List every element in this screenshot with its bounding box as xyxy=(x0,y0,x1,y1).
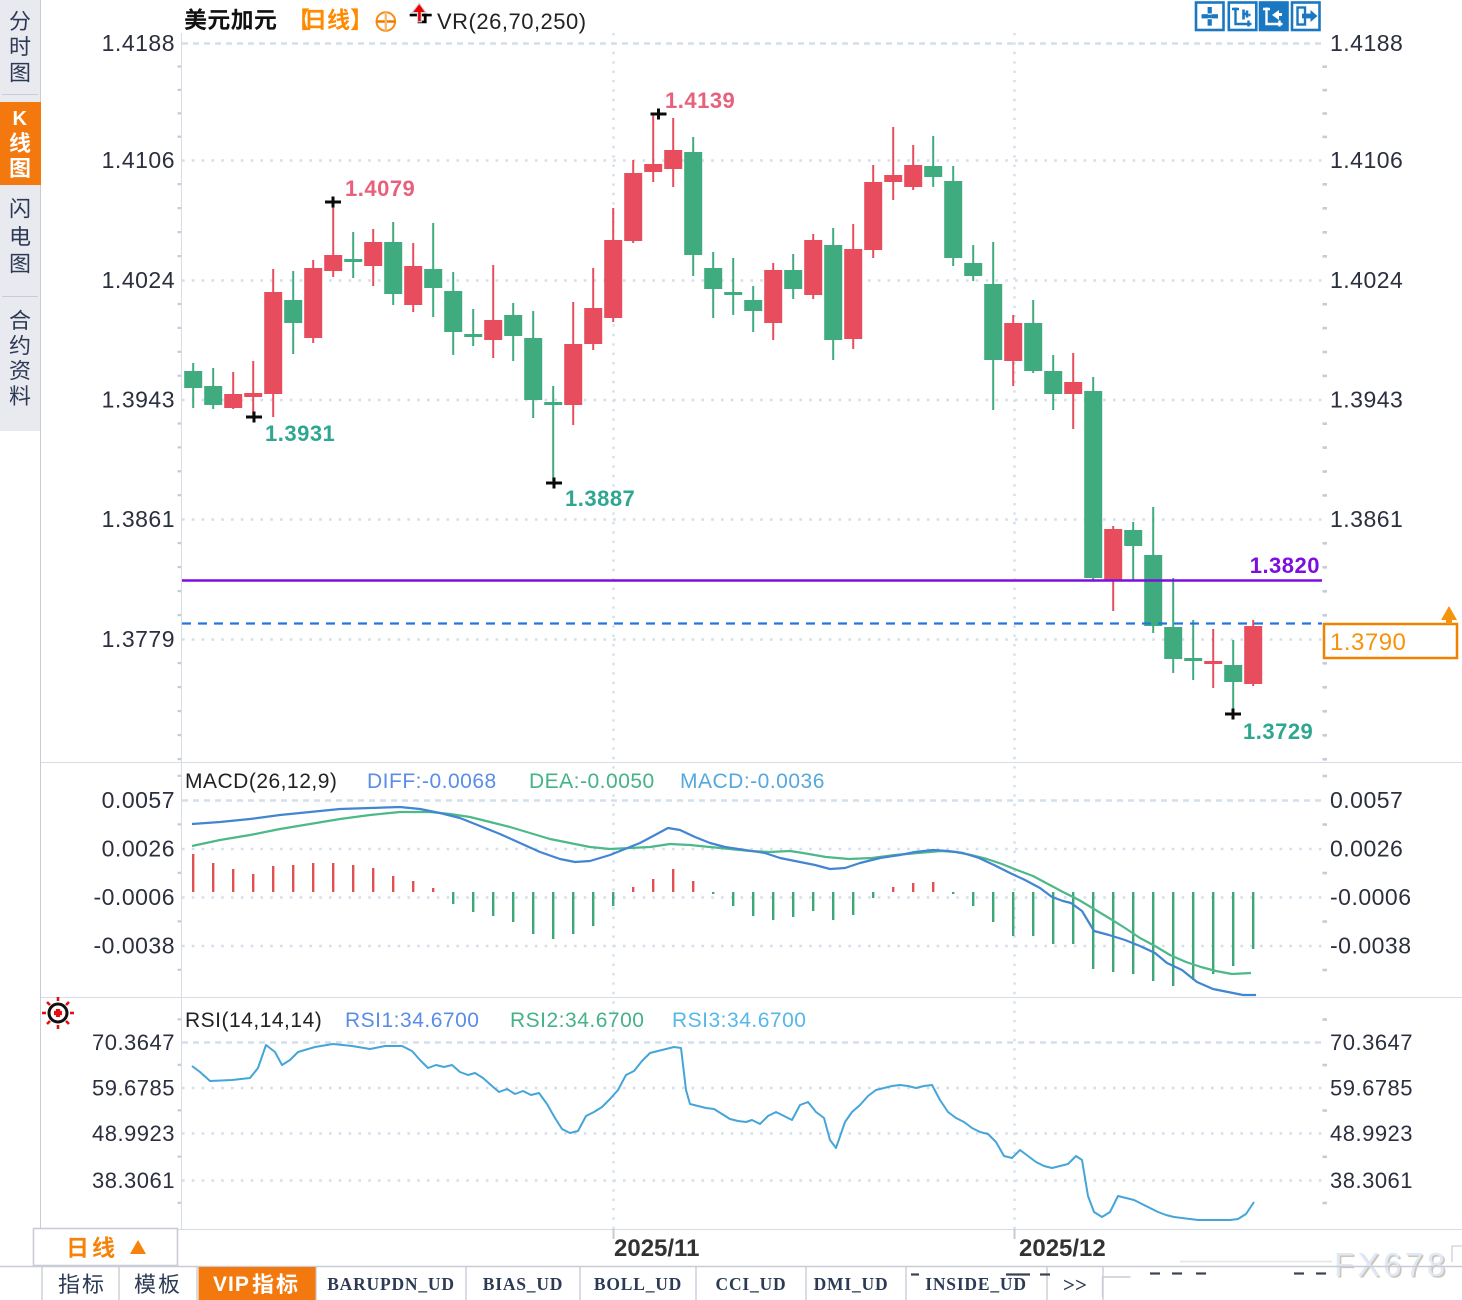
svg-text:DMI_UD: DMI_UD xyxy=(814,1274,889,1294)
svg-text:0.0057: 0.0057 xyxy=(102,787,175,813)
svg-text:INSIDE_UD: INSIDE_UD xyxy=(925,1274,1027,1294)
svg-text:1.4139: 1.4139 xyxy=(665,88,735,113)
svg-text:1.3931: 1.3931 xyxy=(265,421,335,446)
svg-text:MACD:-0.0036: MACD:-0.0036 xyxy=(680,770,825,793)
svg-text:1.3861: 1.3861 xyxy=(102,506,175,532)
svg-text:RSI2:34.6700: RSI2:34.6700 xyxy=(510,1009,644,1032)
svg-text:59.6785: 59.6785 xyxy=(92,1076,175,1101)
svg-text:70.3647: 70.3647 xyxy=(92,1030,175,1055)
svg-text:DEA:-0.0050: DEA:-0.0050 xyxy=(529,770,655,793)
svg-text:2025/12: 2025/12 xyxy=(1019,1235,1106,1262)
svg-text:1.4106: 1.4106 xyxy=(102,147,175,173)
svg-text:RSI1:34.6700: RSI1:34.6700 xyxy=(345,1009,479,1032)
svg-text:BOLL_UD: BOLL_UD xyxy=(594,1274,682,1294)
svg-text:0.0026: 0.0026 xyxy=(102,836,175,862)
svg-text:1.3943: 1.3943 xyxy=(1330,387,1403,413)
svg-text:38.3061: 38.3061 xyxy=(92,1168,175,1193)
svg-text:>>: >> xyxy=(1063,1273,1087,1297)
svg-text:VIP: VIP xyxy=(213,1273,250,1296)
svg-text:2025/11: 2025/11 xyxy=(614,1235,699,1262)
svg-text:BIAS_UD: BIAS_UD xyxy=(483,1274,563,1294)
svg-text:RSI(14,14,14): RSI(14,14,14) xyxy=(185,1009,322,1032)
svg-text:70.3647: 70.3647 xyxy=(1330,1030,1413,1055)
svg-text:1.3887: 1.3887 xyxy=(565,486,635,511)
svg-text:-0.0038: -0.0038 xyxy=(93,933,175,959)
svg-text:-0.0006: -0.0006 xyxy=(1330,884,1412,910)
svg-text:VR(26,70,250): VR(26,70,250) xyxy=(437,9,587,34)
svg-text:K: K xyxy=(13,108,28,130)
svg-text:38.3061: 38.3061 xyxy=(1330,1168,1413,1193)
svg-text:48.9923: 48.9923 xyxy=(92,1121,175,1146)
svg-text:0.0057: 0.0057 xyxy=(1330,787,1403,813)
svg-text:1.3820: 1.3820 xyxy=(1250,553,1320,578)
svg-text:59.6785: 59.6785 xyxy=(1330,1076,1413,1101)
svg-text:1.4106: 1.4106 xyxy=(1330,147,1403,173)
svg-text:48.9923: 48.9923 xyxy=(1330,1121,1413,1146)
svg-text:RSI3:34.6700: RSI3:34.6700 xyxy=(672,1009,806,1032)
svg-text:1.3790: 1.3790 xyxy=(1330,629,1406,656)
svg-text:1.3943: 1.3943 xyxy=(102,387,175,413)
svg-text:1.3779: 1.3779 xyxy=(102,626,175,652)
svg-text:1.3861: 1.3861 xyxy=(1330,506,1403,532)
svg-text:FX678: FX678 xyxy=(1334,1246,1449,1283)
svg-text:1.4024: 1.4024 xyxy=(102,267,175,293)
svg-text:DIFF:-0.0068: DIFF:-0.0068 xyxy=(367,770,497,793)
svg-text:CCI_UD: CCI_UD xyxy=(716,1274,787,1294)
svg-text:BARUPDN_UD: BARUPDN_UD xyxy=(327,1274,455,1294)
svg-text:0.0026: 0.0026 xyxy=(1330,836,1403,862)
svg-text:1.4024: 1.4024 xyxy=(1330,267,1403,293)
svg-text:MACD(26,12,9): MACD(26,12,9) xyxy=(185,770,337,793)
svg-text:1.4188: 1.4188 xyxy=(1330,30,1403,56)
svg-text:-0.0006: -0.0006 xyxy=(93,884,175,910)
svg-text:-0.0038: -0.0038 xyxy=(1330,933,1412,959)
svg-text:1.4188: 1.4188 xyxy=(102,30,175,56)
svg-text:1.4079: 1.4079 xyxy=(345,176,415,201)
svg-text:1.3729: 1.3729 xyxy=(1243,719,1313,744)
